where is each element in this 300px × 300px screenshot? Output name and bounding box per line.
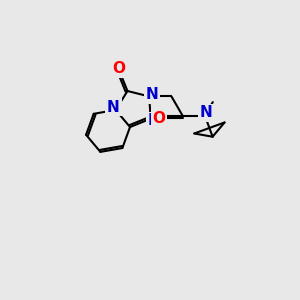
- Text: N: N: [146, 88, 158, 103]
- Text: N: N: [148, 113, 161, 128]
- Text: N: N: [200, 105, 213, 120]
- Text: N: N: [107, 100, 120, 115]
- Text: O: O: [152, 110, 165, 125]
- Text: O: O: [112, 61, 126, 76]
